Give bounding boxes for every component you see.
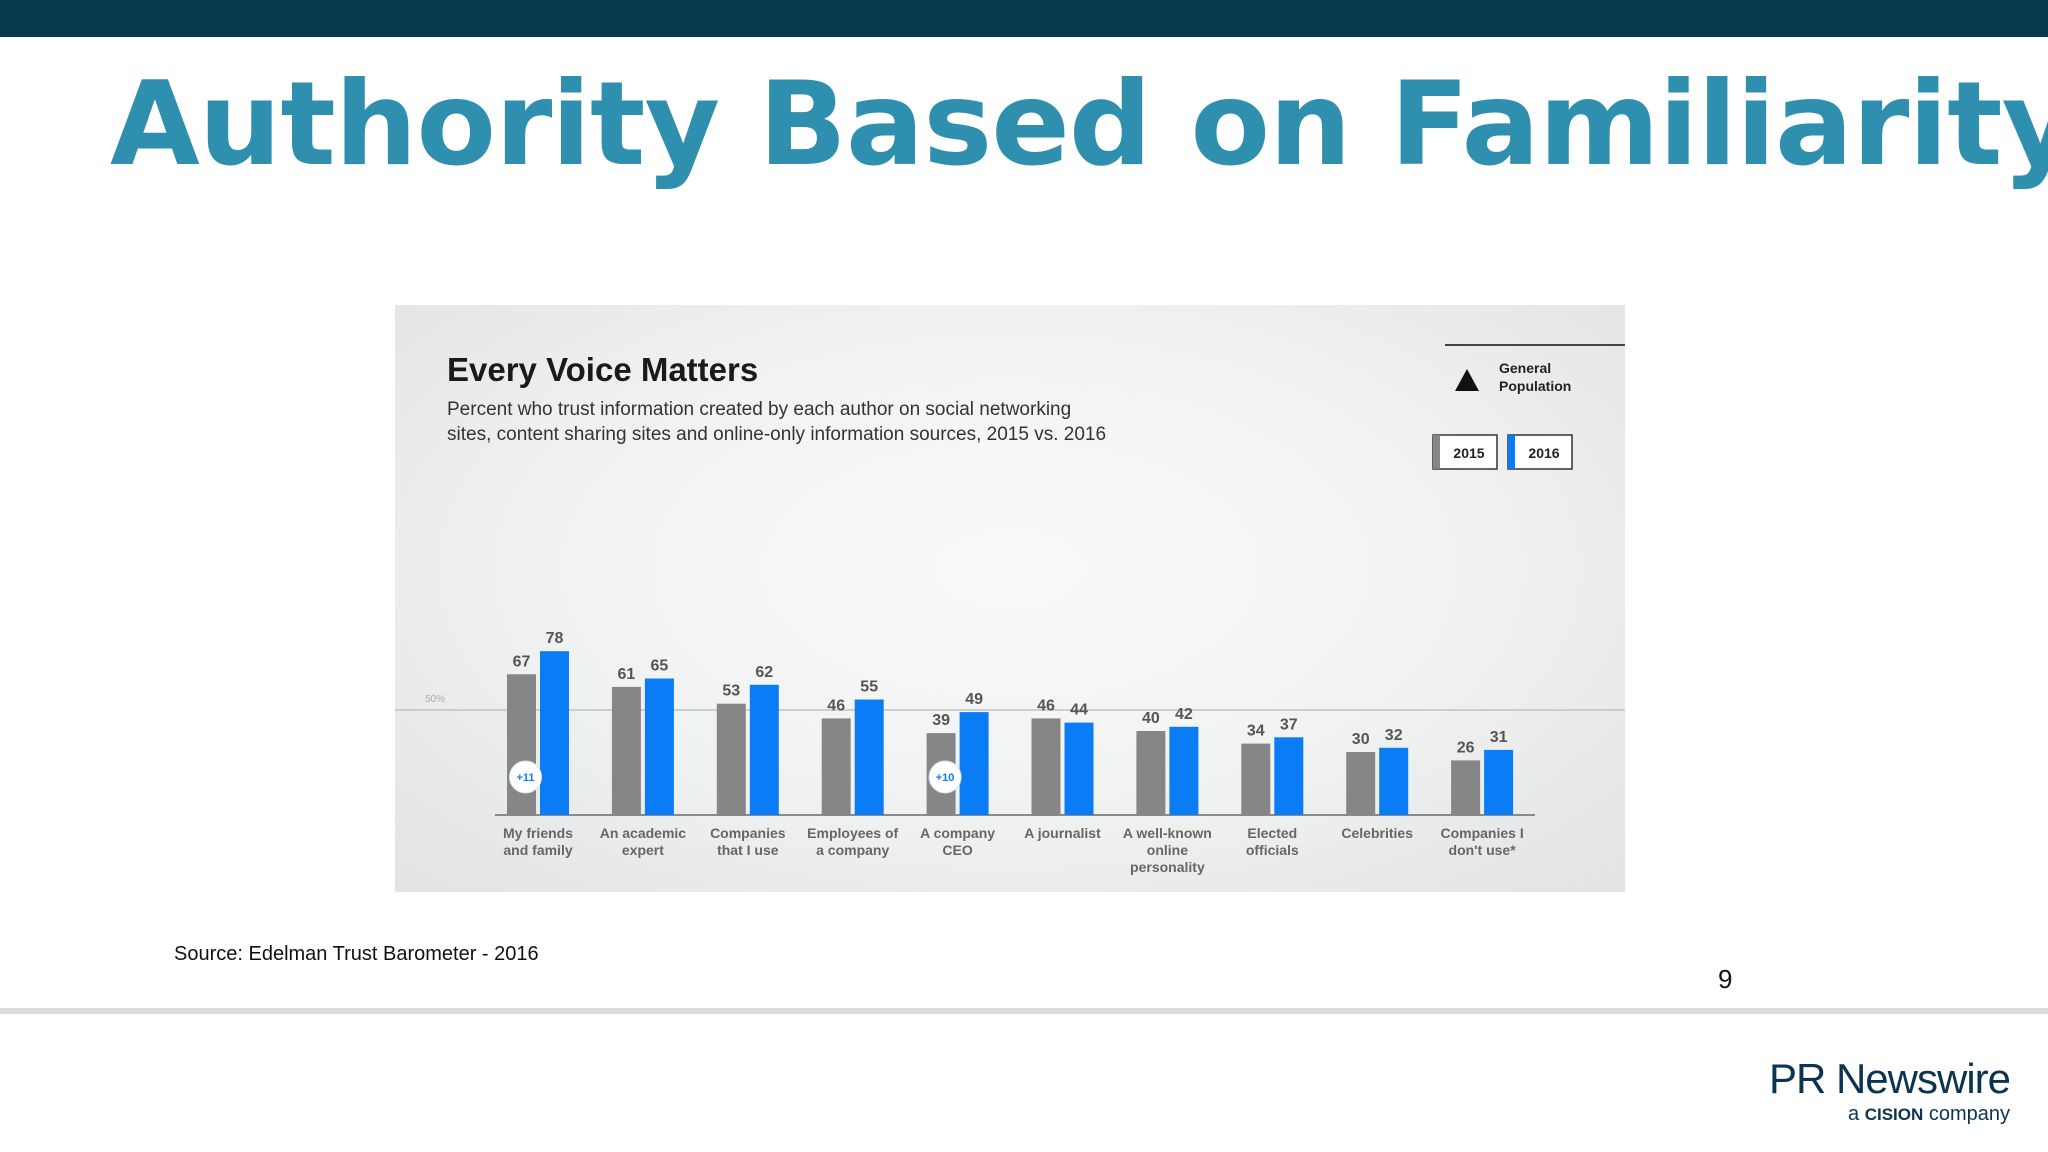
top-bar <box>0 0 2048 37</box>
category-label-line: Celebrities <box>1341 825 1413 841</box>
bar-value-label: 42 <box>1175 706 1193 723</box>
category-label-line: CEO <box>942 842 972 858</box>
category-label-line: a company <box>816 842 889 858</box>
bar-value-label: 62 <box>755 664 773 681</box>
bar-value-label: 46 <box>827 697 845 714</box>
bar-2015 <box>1031 718 1061 815</box>
bar-value-label: 46 <box>1037 697 1055 714</box>
logo-tagline-prefix: a <box>1848 1103 1860 1125</box>
category-label-line: personality <box>1130 859 1205 875</box>
category-label-line: and family <box>503 842 572 858</box>
bar-2016 <box>1064 722 1094 815</box>
category-label-line: Companies <box>710 825 786 841</box>
category-label-line: A company <box>920 825 995 841</box>
legend-swatch-2016 <box>1508 435 1515 469</box>
footer-divider <box>0 1008 2048 1014</box>
chart-subtitle-line: sites, content sharing sites and online-… <box>447 424 1106 445</box>
bar-value-label: 61 <box>618 666 636 683</box>
bar-2015 <box>507 674 536 815</box>
chart-title: Every Voice Matters <box>447 351 758 388</box>
triangle-icon <box>1455 369 1479 391</box>
bar-chart: Every Voice Matters Percent who trust inf… <box>395 344 1625 875</box>
legend-box <box>1432 434 1498 470</box>
bar-2015 <box>1136 731 1166 815</box>
bar-2016 <box>540 651 569 815</box>
bar-value-label: 44 <box>1070 702 1088 719</box>
bar-value-label: 67 <box>513 653 531 670</box>
bar-2015 <box>821 718 851 815</box>
pr-newswire-logo: PR Newswire a CISION company <box>1720 1055 2020 1125</box>
change-badge <box>928 760 962 794</box>
bar-value-label: 30 <box>1352 731 1370 748</box>
slide-title: Authority Based on Familiarity <box>110 57 2048 192</box>
bar-value-label: 37 <box>1280 716 1298 733</box>
legend-label-2015: 2015 <box>1453 445 1484 461</box>
legend-swatch-2015 <box>1433 435 1440 469</box>
bar-2016 <box>1379 747 1409 815</box>
bar-2015 <box>611 686 641 815</box>
logo-tagline-suffix: company <box>1928 1103 2010 1125</box>
category-label-line: A journalist <box>1024 825 1101 841</box>
bar-value-label: 78 <box>546 630 564 647</box>
category-label-line: Companies I <box>1440 825 1523 841</box>
bar-value-label: 31 <box>1490 729 1508 746</box>
category-label-line: that I use <box>717 842 779 858</box>
bar-value-label: 26 <box>1457 739 1475 756</box>
bar-2015 <box>1451 760 1481 815</box>
bar-2015 <box>1241 743 1271 815</box>
category-label-line: don't use* <box>1449 842 1517 858</box>
bar-2015 <box>1346 752 1376 815</box>
reference-line-label: 50% <box>425 694 445 705</box>
category-label-line: online <box>1147 842 1188 858</box>
bar-2016 <box>1484 749 1514 815</box>
logo-tagline: a CISION company <box>1848 1103 2010 1126</box>
legend-title-line: General <box>1499 360 1551 376</box>
chart-panel: Every Voice Matters Percent who trust inf… <box>395 305 1625 892</box>
logo-wordmark: PR Newswire <box>1768 1055 2011 1102</box>
bar-2016 <box>854 699 884 815</box>
bar-value-label: 39 <box>932 712 950 729</box>
bar-2016 <box>1169 726 1199 815</box>
logo-tagline-brand: CISION <box>1864 1105 1924 1124</box>
bar-2016 <box>749 684 779 815</box>
category-label-line: officials <box>1246 842 1299 858</box>
category-label-line: My friends <box>503 825 573 841</box>
bar-value-label: 49 <box>965 691 983 708</box>
change-badge <box>509 760 542 794</box>
category-label-line: A well-known <box>1123 825 1212 841</box>
bar-2015 <box>716 703 746 815</box>
change-badge-label: +10 <box>936 772 955 784</box>
category-label-line: Elected <box>1247 825 1297 841</box>
bar-2016 <box>1274 737 1304 815</box>
category-label-line: An academic <box>600 825 687 841</box>
category-label-line: Employees of <box>807 825 898 841</box>
bar-value-label: 40 <box>1142 710 1160 727</box>
bar-value-label: 32 <box>1385 727 1403 744</box>
source-note: Source: Edelman Trust Barometer - 2016 <box>174 943 539 965</box>
chart-subtitle-line: Percent who trust information created by… <box>447 399 1071 420</box>
category-label-line: expert <box>622 842 664 858</box>
bar-2016 <box>644 678 674 815</box>
page-number: 9 <box>1718 964 1733 994</box>
change-badge-label: +11 <box>516 772 534 784</box>
bar-value-label: 34 <box>1247 723 1265 740</box>
legend-title-line: Population <box>1499 378 1571 394</box>
bar-value-label: 53 <box>722 683 740 700</box>
legend-label-2016: 2016 <box>1528 445 1559 461</box>
bar-2016 <box>959 712 989 815</box>
bar-value-label: 55 <box>860 679 878 696</box>
bar-value-label: 65 <box>651 658 669 675</box>
